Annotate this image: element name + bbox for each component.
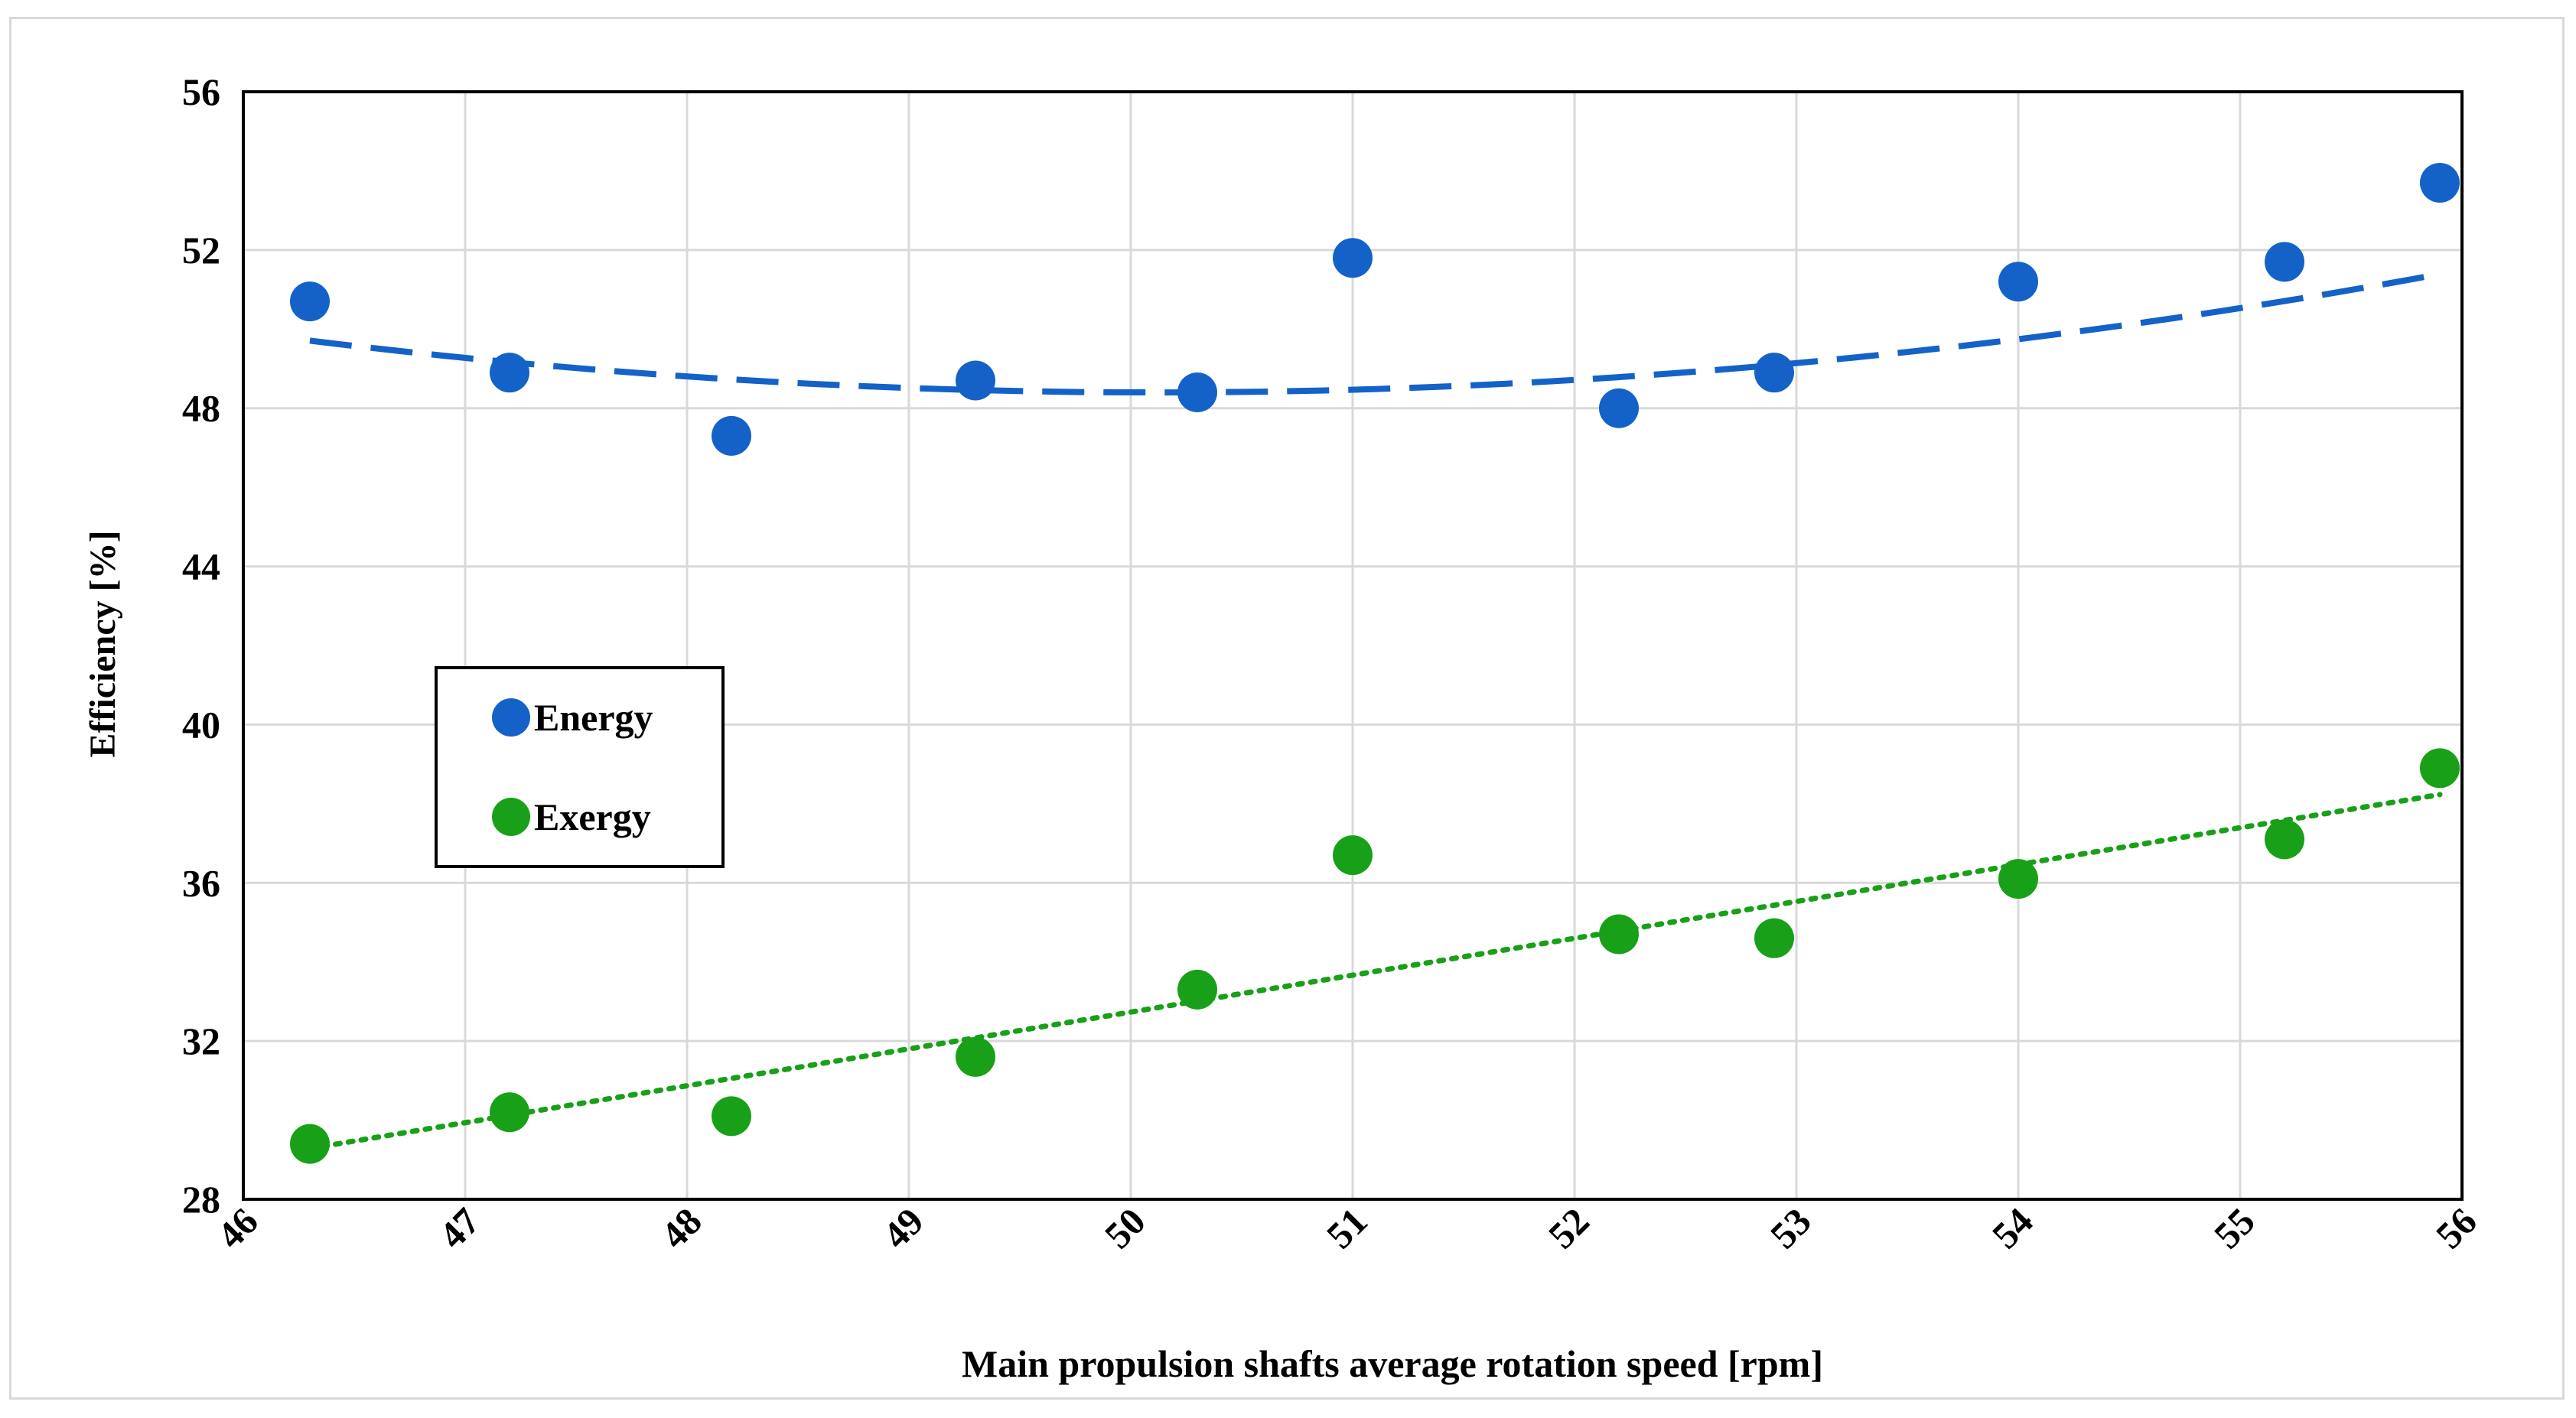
y-tick-labels: 28 32 36 40 44 48 52 56: [182, 70, 220, 1221]
energy-point: [1177, 372, 1217, 413]
legend-label-energy: Energy: [534, 696, 653, 739]
energy-point: [1754, 353, 1794, 393]
exergy-point: [2265, 819, 2304, 860]
energy-point: [1333, 238, 1373, 278]
legend-marker-energy: [492, 698, 530, 737]
y-tick-label: 44: [182, 545, 220, 588]
x-tick-label: 54: [1984, 1199, 2041, 1257]
x-tick-label: 51: [1318, 1199, 1376, 1257]
y-tick-label: 40: [182, 703, 220, 746]
x-tick-label: 49: [874, 1199, 932, 1257]
legend: Energy Exergy: [435, 666, 725, 868]
legend-box: [435, 666, 725, 868]
x-tick-label: 55: [2206, 1199, 2263, 1257]
x-tick-label: 56: [2428, 1199, 2485, 1257]
energy-point: [1998, 262, 2038, 302]
exergy-point: [712, 1096, 751, 1137]
energy-point: [2265, 242, 2304, 282]
energy-point: [956, 360, 995, 401]
y-tick-label: 52: [182, 229, 220, 272]
exergy-point: [1177, 969, 1217, 1010]
y-tick-label: 48: [182, 387, 220, 430]
y-tick-label: 36: [182, 861, 220, 904]
exergy-point: [1599, 914, 1639, 955]
exergy-point: [290, 1124, 330, 1164]
energy-point: [1599, 388, 1639, 428]
trendline-exergy: [307, 792, 2443, 1152]
x-tick-label: 52: [1540, 1199, 1597, 1257]
plot-border: [242, 90, 2464, 1201]
y-tick-label: 32: [182, 1020, 220, 1062]
y-tick-label: 28: [182, 1178, 220, 1221]
x-tick-label: 48: [653, 1199, 710, 1257]
exergy-point: [1333, 835, 1373, 876]
exergy-point: [956, 1036, 995, 1077]
chart-frame: [9, 17, 2565, 1400]
exergy-point: [2420, 748, 2460, 789]
y-tick-label: 56: [182, 70, 220, 113]
trendline-energy: [309, 271, 2441, 396]
data-points: [290, 162, 2460, 1164]
energy-point: [290, 281, 330, 322]
x-tick-label: 50: [1096, 1199, 1154, 1257]
exergy-point: [1998, 859, 2038, 899]
x-tick-labels: 46 47 48 49 50 51 52 53 54 55 56: [209, 1199, 2485, 1257]
x-axis-label: Main propulsion shafts average rotation …: [962, 1342, 1823, 1385]
legend-marker-exergy: [492, 798, 530, 836]
exergy-point: [1754, 918, 1794, 958]
trendlines: [307, 271, 2443, 1152]
legend-label-exergy: Exergy: [534, 795, 651, 838]
energy-point: [490, 353, 529, 393]
exergy-point: [490, 1092, 529, 1133]
y-axis-label: Efficiency [%]: [83, 530, 123, 757]
energy-point: [712, 415, 751, 456]
x-tick-label: 47: [431, 1199, 488, 1257]
x-tick-label: 53: [1762, 1199, 1819, 1257]
energy-point: [2420, 162, 2460, 203]
